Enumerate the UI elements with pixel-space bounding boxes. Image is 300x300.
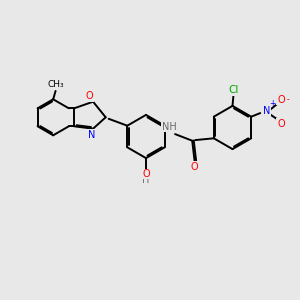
- Text: O: O: [277, 94, 285, 105]
- Text: O: O: [277, 118, 285, 129]
- Text: O: O: [86, 91, 93, 101]
- Text: -: -: [286, 95, 289, 104]
- Text: O: O: [142, 169, 150, 179]
- Text: CH₃: CH₃: [48, 80, 64, 89]
- Text: H: H: [142, 175, 150, 185]
- Text: N: N: [263, 106, 271, 116]
- Text: N: N: [88, 130, 95, 140]
- Text: O: O: [191, 162, 198, 172]
- Text: Cl: Cl: [229, 85, 239, 95]
- Text: +: +: [269, 99, 275, 108]
- Text: NH: NH: [162, 122, 176, 132]
